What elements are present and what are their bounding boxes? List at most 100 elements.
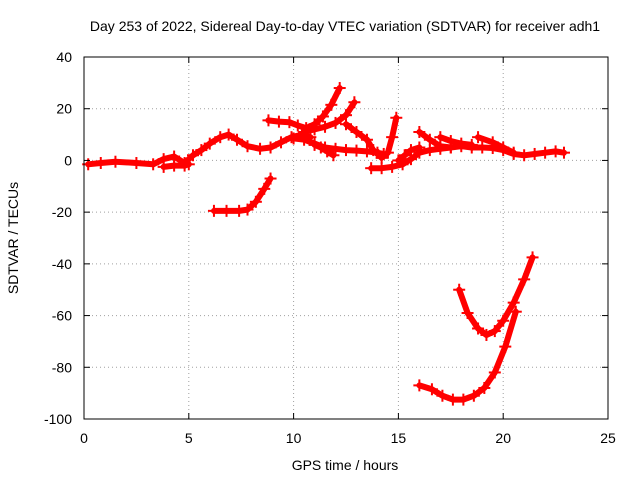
series-track-o [413, 305, 522, 406]
data-point [375, 151, 388, 164]
data-point [526, 251, 539, 264]
data-point [488, 325, 501, 338]
data-point [386, 131, 399, 144]
series-track-b [157, 158, 195, 173]
data-point [557, 146, 570, 159]
data-point [275, 136, 288, 149]
data-point [348, 96, 361, 109]
data-point [478, 381, 491, 394]
data-point [467, 389, 480, 402]
x-axis-ticks: 0 5 10 15 20 25 [80, 57, 616, 446]
series-track-c [207, 172, 277, 217]
data-point [461, 306, 474, 319]
data-point [386, 160, 399, 173]
series-track-a [82, 128, 317, 171]
data-point [249, 195, 262, 208]
data-point [476, 141, 489, 154]
y-tick-label: -80 [52, 359, 72, 375]
data-point [258, 182, 271, 195]
y-tick-label: 20 [56, 101, 72, 117]
data-point [186, 149, 199, 162]
data-point [413, 125, 426, 138]
series-track-l [434, 131, 478, 151]
data-point [94, 157, 107, 170]
data-point [287, 132, 300, 145]
y-tick-label: -100 [44, 411, 72, 427]
data-point [350, 144, 363, 157]
data-point [308, 138, 321, 151]
data-point [298, 133, 311, 146]
data-point [350, 125, 363, 138]
data-point [404, 144, 417, 157]
data-point [453, 283, 466, 296]
data-point [264, 141, 277, 154]
y-tick-label: -20 [52, 204, 72, 220]
data-point [425, 383, 438, 396]
data-point [444, 135, 457, 148]
data-point [182, 158, 195, 171]
data-point [333, 82, 346, 95]
x-tick-label: 10 [286, 430, 302, 446]
data-point [203, 137, 216, 150]
series-track-g [308, 138, 340, 162]
series-track-h [340, 111, 403, 164]
data-point [319, 120, 332, 133]
y-axis-label: SDTVAR / TECUs [5, 182, 21, 294]
data-point [231, 133, 244, 146]
x-tick-label: 20 [495, 430, 511, 446]
data-point [195, 144, 208, 157]
data-point [254, 142, 267, 155]
data-point [507, 296, 520, 309]
data-point [518, 149, 531, 162]
data-point [488, 366, 501, 379]
data-point [486, 136, 499, 149]
data-point [423, 133, 436, 146]
data-point [423, 144, 436, 157]
data-point [147, 158, 160, 171]
data-point [360, 133, 373, 146]
data-point [130, 157, 143, 170]
data-point [329, 116, 342, 129]
plot-frame [83, 56, 609, 420]
data-point [340, 144, 352, 157]
series-line [475, 134, 517, 156]
series-track-m [472, 131, 520, 159]
grid [84, 57, 608, 419]
data-point [375, 162, 388, 175]
series-track-j [392, 141, 426, 167]
data-point [472, 131, 485, 144]
data-point [392, 154, 405, 167]
data-point [241, 203, 254, 216]
data-point [220, 204, 233, 217]
data-point [283, 116, 296, 129]
data-point [316, 110, 329, 123]
x-axis-label: GPS time / hours [292, 457, 399, 473]
data-point [365, 162, 378, 175]
data-point [480, 328, 493, 341]
x-tick-label: 5 [185, 430, 193, 446]
data-point [465, 138, 478, 151]
series-line [311, 141, 337, 159]
data-point [398, 149, 411, 162]
data-point [264, 172, 277, 185]
data-point [314, 141, 327, 154]
data-point [340, 118, 352, 131]
data-point [325, 98, 338, 111]
data-point [207, 204, 220, 217]
series-line [211, 175, 274, 214]
series-track-n [453, 251, 539, 341]
data-point [455, 137, 468, 150]
data-point [168, 159, 181, 172]
data-point [329, 142, 342, 155]
y-tick-label: 40 [56, 49, 72, 65]
data-point [549, 145, 562, 158]
data-point [291, 119, 304, 132]
data-point [390, 111, 403, 124]
data-point [272, 115, 285, 128]
y-tick-label: -40 [52, 256, 72, 272]
data-point [446, 393, 459, 406]
data-point [367, 144, 380, 157]
data-point [222, 128, 235, 141]
data-point [241, 140, 254, 153]
